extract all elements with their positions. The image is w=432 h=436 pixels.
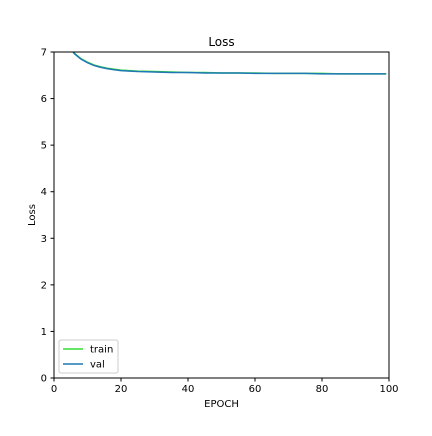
legend-label-train: train: [90, 345, 113, 356]
y-tick-label: 1: [41, 327, 47, 338]
x-tick-label: 100: [379, 384, 398, 395]
y-axis-ticks: 0 1 2 3 4 5 6 7: [41, 48, 54, 385]
y-tick-label: 3: [41, 234, 47, 245]
plot-frame: [53, 51, 390, 379]
x-tick-label: 0: [51, 384, 57, 395]
legend-label-val: val: [90, 360, 105, 371]
y-tick-label: 7: [41, 48, 47, 59]
y-tick-label: 6: [41, 94, 47, 105]
chart-title: Loss: [208, 35, 234, 49]
y-tick-label: 0: [41, 374, 47, 385]
x-tick-label: 40: [182, 384, 195, 395]
x-axis-ticks: 0 20 40 60 80 100: [51, 378, 399, 395]
series-lines: [72, 52, 387, 75]
x-tick-label: 80: [316, 384, 329, 395]
x-tick-label: 20: [115, 384, 128, 395]
y-tick-label: 2: [41, 280, 47, 291]
series-line-val: [72, 52, 387, 75]
x-tick-label: 60: [249, 384, 262, 395]
y-tick-label: 5: [41, 141, 47, 152]
legend: train val: [58, 339, 119, 374]
y-tick-label: 4: [41, 187, 47, 198]
x-axis-label: EPOCH: [204, 399, 239, 410]
y-axis-label: Loss: [27, 204, 38, 226]
